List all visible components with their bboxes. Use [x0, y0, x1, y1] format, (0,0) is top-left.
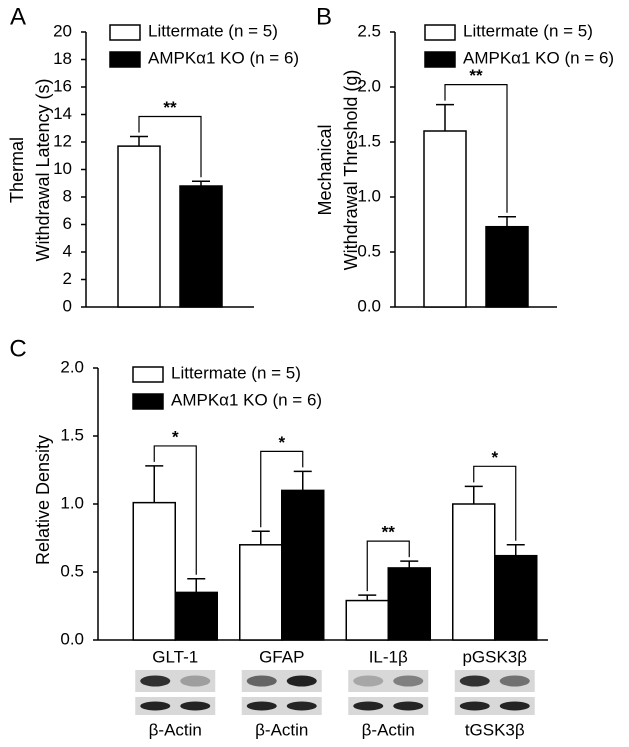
x-tick-label: GFAP	[259, 647, 304, 666]
legend-label: Littermate (n = 5)	[148, 21, 278, 40]
y-tick-label: 10	[53, 159, 72, 178]
y-tick-label: 2	[63, 269, 72, 288]
legend-label: AMPKα1 KO (n = 6)	[148, 48, 299, 67]
panel-label: B	[316, 3, 332, 30]
y-tick-label: 20	[53, 21, 72, 40]
legend-swatch	[109, 51, 141, 68]
significance-label: *	[172, 427, 179, 446]
blots	[135, 670, 535, 715]
blot-band	[499, 701, 530, 711]
panel-label: C	[9, 335, 26, 362]
bar	[281, 489, 325, 641]
y-axis-label: Relative Density	[33, 435, 53, 565]
bar	[423, 130, 467, 308]
blot-band	[180, 701, 211, 711]
y-tick-label: 2.0	[357, 76, 381, 95]
y-tick-label: 14	[53, 104, 72, 123]
y-tick-label: 4	[63, 241, 72, 260]
y-tick-label: 0.0	[60, 629, 84, 648]
y-tick-label: 1.0	[60, 493, 84, 512]
y-tick-label: 8	[63, 186, 72, 205]
legend-swatch	[132, 366, 164, 383]
y-axis-label: Mechanical	[315, 124, 335, 215]
bar	[452, 503, 496, 641]
legend-label: Littermate (n = 5)	[171, 363, 301, 382]
y-tick-label: 0	[63, 296, 72, 315]
bar	[132, 501, 176, 641]
panel-label: A	[10, 3, 26, 30]
loading-control-label: β-Actin	[362, 720, 415, 739]
legend-label: Littermate (n = 5)	[463, 21, 593, 40]
blot-band	[286, 701, 317, 711]
loading-control-label: tGSK3β	[465, 720, 525, 739]
significance-bracket	[138, 115, 202, 178]
y-tick-label: 1.5	[60, 425, 84, 444]
significance-bracket	[473, 465, 517, 541]
significance-bracket	[444, 84, 508, 213]
bar	[485, 225, 529, 308]
significance-label: *	[491, 448, 498, 467]
blot-band	[353, 701, 384, 711]
blot-band	[353, 675, 384, 687]
bar	[345, 599, 389, 641]
bar	[239, 544, 283, 641]
bar	[494, 554, 538, 641]
y-tick-label: 18	[53, 49, 72, 68]
y-tick-label: 0.5	[60, 561, 84, 580]
legend-swatch	[424, 51, 456, 68]
legend-label: AMPKα1 KO (n = 6)	[463, 48, 614, 67]
y-tick-label: 2.5	[357, 21, 381, 40]
blot-band	[246, 701, 277, 711]
y-axis-label: Withdrawal Threshold (g)	[341, 70, 361, 271]
y-tick-label: 12	[53, 131, 72, 150]
y-tick-label: 1.0	[357, 186, 381, 205]
y-tick-label: 2.0	[60, 357, 84, 376]
loading-control-label: β-Actin	[255, 720, 308, 739]
blot-band	[140, 701, 171, 711]
significance-bracket	[366, 540, 410, 592]
bar	[117, 145, 161, 308]
significance-label: **	[469, 66, 483, 85]
blot-band	[393, 701, 424, 711]
significance-label: **	[382, 523, 396, 542]
blot-strip	[348, 670, 429, 692]
blot-band	[140, 675, 171, 687]
loading-control-label: β-Actin	[149, 720, 202, 739]
bar	[174, 591, 218, 641]
significance-label: **	[163, 98, 177, 117]
significance-bracket	[153, 445, 197, 575]
x-tick-label: pGSK3β	[462, 647, 527, 666]
significance-label: *	[278, 433, 285, 452]
legend-swatch	[132, 393, 164, 410]
blot-band	[459, 675, 490, 687]
legend-swatch	[109, 24, 141, 41]
bar	[387, 567, 431, 641]
blot-band	[246, 675, 277, 687]
blot-band	[459, 701, 490, 711]
y-axis-label: Thermal	[7, 137, 27, 203]
legend-label: AMPKα1 KO (n = 6)	[171, 390, 322, 409]
blot-band	[393, 675, 424, 687]
y-tick-label: 0.5	[357, 241, 381, 260]
x-tick-label: IL-1β	[369, 647, 408, 666]
blot-band	[180, 675, 211, 687]
y-tick-label: 16	[53, 76, 72, 95]
blot-band	[499, 675, 530, 687]
blot-band	[286, 675, 317, 687]
y-tick-label: 0.0	[357, 296, 381, 315]
x-tick-label: GLT-1	[152, 647, 198, 666]
legend-swatch	[424, 24, 456, 41]
y-tick-label: 6	[63, 214, 72, 233]
significance-bracket	[260, 450, 304, 528]
bar	[179, 185, 223, 308]
y-tick-label: 1.5	[357, 131, 381, 150]
y-axis-label: Withdrawal Latency (s)	[33, 78, 53, 261]
